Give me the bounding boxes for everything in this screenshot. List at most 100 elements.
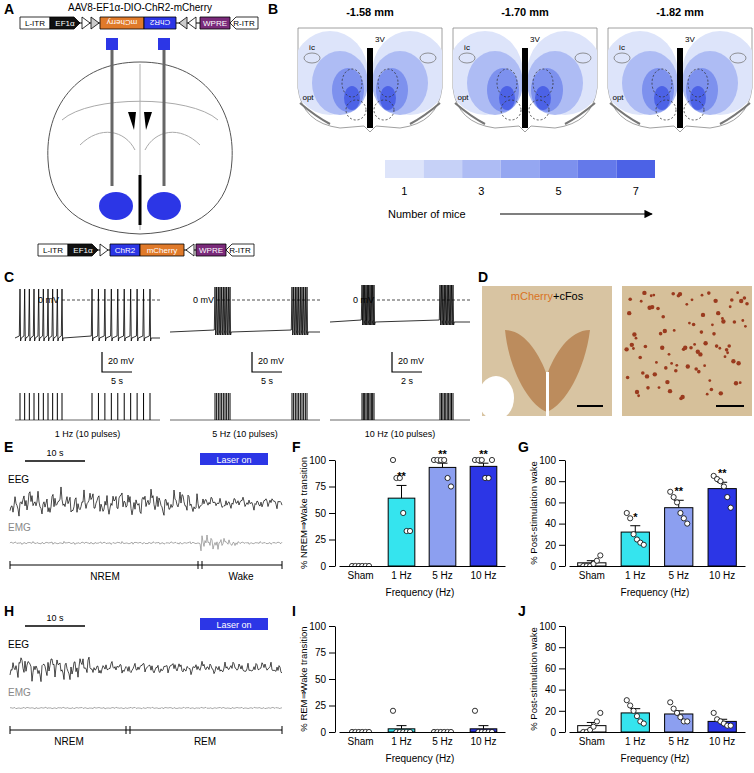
light-pulse — [451, 393, 452, 420]
construct-element — [110, 244, 140, 256]
expression-area — [527, 31, 603, 115]
tick: 50 — [315, 508, 335, 519]
cfos-nucleus — [719, 391, 723, 395]
light-pulse — [29, 393, 30, 420]
lox-site — [82, 17, 90, 29]
cfos-nucleus — [678, 292, 682, 296]
structure-label: 3V — [375, 35, 385, 44]
significance-label: ** — [718, 467, 727, 479]
tick: 80 — [545, 476, 565, 487]
cfos-nucleus — [731, 359, 735, 363]
lox-site — [179, 17, 187, 29]
figure: ABCDEFGHIJAAV8-EF1α-DIO-ChR2-mCherryL-IT… — [0, 0, 754, 773]
expression-area — [690, 86, 706, 110]
construct-element — [38, 244, 68, 256]
cfos-nucleus — [650, 294, 653, 297]
light-pulse — [38, 393, 39, 420]
tract — [575, 53, 591, 63]
tick: 75 — [315, 481, 335, 492]
error-bar — [397, 485, 407, 498]
cfos-nucleus — [726, 351, 729, 354]
cfos-nucleus — [655, 361, 658, 364]
light-pulse — [370, 393, 371, 420]
cfos-nucleus — [685, 303, 688, 306]
significance-label: ** — [397, 470, 406, 482]
cfos-nucleus — [644, 345, 648, 349]
bar-chart: 020406080100Sham1 Hz5 Hz10 Hz% Post-stim… — [528, 621, 746, 764]
tick: 75 — [315, 647, 335, 658]
data-point — [641, 721, 646, 726]
cfos-nucleus — [683, 346, 687, 350]
emg-trace — [10, 535, 282, 551]
nucleus-outline — [346, 100, 366, 120]
light-pulse — [297, 393, 298, 420]
light-pulse — [292, 393, 293, 420]
bar-chart: 020406080100Sham1 Hz5 Hz10 Hz% Post-stim… — [528, 455, 746, 598]
nucleus-outline — [374, 100, 394, 120]
cfos-nucleus — [739, 299, 743, 303]
axis-line — [335, 461, 336, 567]
tick: 100 — [539, 621, 565, 632]
cfos-nucleus — [689, 346, 693, 350]
hypnogram-tick — [202, 561, 203, 569]
tick-label: 100 — [539, 455, 556, 466]
significance-label: * — [633, 511, 638, 523]
construct-label: ChR2 — [149, 18, 170, 27]
cfos-nucleus — [688, 322, 691, 325]
nucleus-outline — [378, 69, 398, 97]
laser-label: Laser on — [216, 620, 251, 630]
color-scale-swatch — [578, 160, 617, 178]
expression-area — [682, 31, 754, 115]
color-scale-tick: 3 — [478, 185, 484, 197]
light-pulse — [366, 393, 367, 420]
panel-letter: F — [292, 439, 301, 455]
tick: Sham — [579, 570, 605, 581]
cfos-nucleus — [646, 386, 650, 390]
cfos-nucleus — [686, 364, 690, 368]
tract — [304, 53, 320, 63]
cfos-nucleus — [632, 332, 636, 336]
cfos-nucleus — [668, 389, 672, 393]
tick: 5 Hz — [668, 736, 689, 747]
color-scale-swatch — [385, 160, 424, 178]
color-scale-swatch — [501, 160, 540, 178]
nucleus-outline — [497, 69, 517, 97]
panel-letter: G — [518, 439, 529, 455]
cfos-nucleus — [653, 372, 657, 376]
cfos-nucleus — [736, 291, 739, 294]
cfos-nucleus — [652, 294, 655, 297]
expression-area — [499, 86, 515, 110]
cfos-nucleus — [721, 317, 724, 320]
tick: 60 — [545, 497, 565, 508]
panel-a: AAV8-EF1α-DIO-ChR2-mCherryL-ITREF1αmCher… — [20, 2, 258, 256]
bar-chart: 0255075100Sham1 Hz5 Hz10 Hz% NREM⇒Wake t… — [298, 448, 506, 598]
expression-area — [380, 86, 396, 110]
construct-label: ChR2 — [115, 246, 136, 255]
tick-mark — [329, 679, 335, 680]
expression-area — [332, 68, 364, 112]
panel-b: -1.58 mmicopt3V-1.70 mmicopt3V-1.82 mmic… — [292, 6, 754, 220]
tick-label: 60 — [545, 497, 557, 508]
axis-line — [335, 627, 336, 733]
bar — [429, 467, 456, 566]
light-pulse — [372, 393, 373, 420]
panel-d: mCherry+cFos — [478, 286, 752, 420]
emg-trace — [10, 707, 282, 709]
construct-title: AAV8-EF1α-DIO-ChR2-mCherry — [68, 2, 212, 13]
panel-sleep-1: 10 sLaser onEEGEMGNREMREM — [8, 613, 282, 747]
cfos-nucleus — [713, 299, 717, 303]
light-pulse — [362, 393, 363, 420]
tick-label: 25 — [315, 534, 327, 545]
light-pulse — [226, 393, 227, 420]
tract — [455, 103, 485, 124]
brain-contour — [62, 101, 218, 120]
light-pulse — [302, 393, 303, 420]
stain-label: mCherry+cFos — [511, 290, 584, 302]
protocol-label: 10 Hz (10 pulses) — [365, 429, 436, 439]
plot-area — [349, 708, 496, 732]
expression-area — [642, 68, 674, 112]
bar — [470, 466, 497, 566]
light-pulse — [216, 393, 217, 420]
construct-label: mCherry — [107, 18, 138, 27]
optic-fiber — [163, 46, 166, 186]
